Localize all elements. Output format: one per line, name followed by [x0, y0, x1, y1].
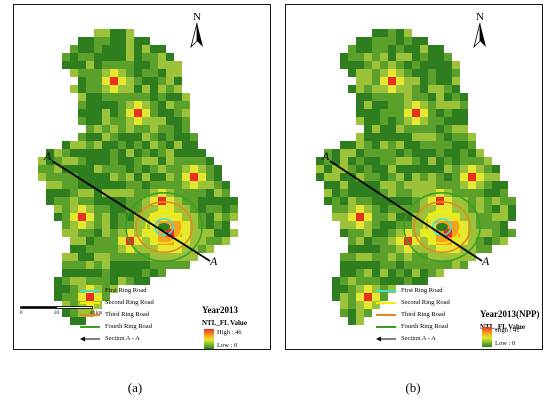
color-ramp — [482, 327, 492, 347]
north-arrow: N — [186, 11, 208, 53]
caption-b: (b) — [405, 380, 421, 395]
legend-item: Fourth Ring Road — [80, 323, 190, 331]
legend-item: Section A - A — [80, 335, 190, 343]
legend-item: First Ring Road — [376, 287, 486, 295]
year-title: Year2013(NPP) — [480, 309, 540, 319]
map-panel-b: N A A First Ring Road Second Ring Road T… — [285, 4, 543, 350]
color-ramp — [204, 329, 214, 349]
scale-bar: 0 20 40 km — [20, 305, 102, 319]
value-legend: Year2013 NTL_FL Value — [202, 305, 262, 327]
value-title: NTL_FL Value — [202, 319, 247, 327]
low-value-label: Low : 0 — [217, 342, 238, 349]
value-legend: Year2013(NPP) NTL_FL Value — [480, 309, 540, 331]
north-arrow-icon — [473, 23, 486, 49]
legend-item: Third Ring Road — [376, 311, 486, 319]
legend-item: Section A - A — [376, 335, 486, 343]
north-label: N — [476, 11, 484, 23]
fourth-ring-swatch — [80, 326, 100, 328]
section-arrow-icon — [376, 336, 396, 342]
legend-item: Second Ring Road — [376, 299, 486, 307]
section-end-label: A — [210, 254, 218, 268]
first-ring-swatch — [376, 290, 396, 292]
year-title: Year2013 — [202, 305, 238, 315]
high-value-label: High : 41 — [495, 327, 520, 334]
high-value-label: High : 46 — [217, 329, 242, 336]
legend-item: First Ring Road — [80, 287, 190, 295]
section-end-label: A — [482, 254, 490, 268]
first-ring-swatch — [80, 290, 100, 292]
section-arrow-icon — [80, 336, 100, 342]
value-title: NTL_FL Value — [480, 323, 525, 331]
third-ring-swatch — [80, 314, 100, 316]
low-value-label: Low : 0 — [495, 340, 516, 347]
legend-item: Fourth Ring Road — [376, 323, 486, 331]
fourth-ring-swatch — [376, 326, 396, 328]
legend-item: Second Ring Road — [80, 299, 190, 307]
section-start-label: A — [44, 149, 52, 163]
north-label: N — [193, 11, 201, 23]
second-ring-swatch — [376, 302, 396, 304]
ntl-raster-map-b — [316, 29, 516, 325]
section-start-label: A — [322, 149, 330, 163]
second-ring-swatch — [80, 302, 100, 304]
map-panel-a: N A A 0 20 40 km First Ring Road Second … — [13, 4, 271, 350]
ntl-raster-map-a — [38, 29, 238, 325]
north-arrow-icon — [190, 23, 203, 49]
caption-a: (a) — [127, 380, 143, 395]
third-ring-swatch — [376, 314, 396, 316]
north-arrow: N — [469, 11, 491, 53]
legend-item: Third Ring Road — [80, 311, 190, 319]
